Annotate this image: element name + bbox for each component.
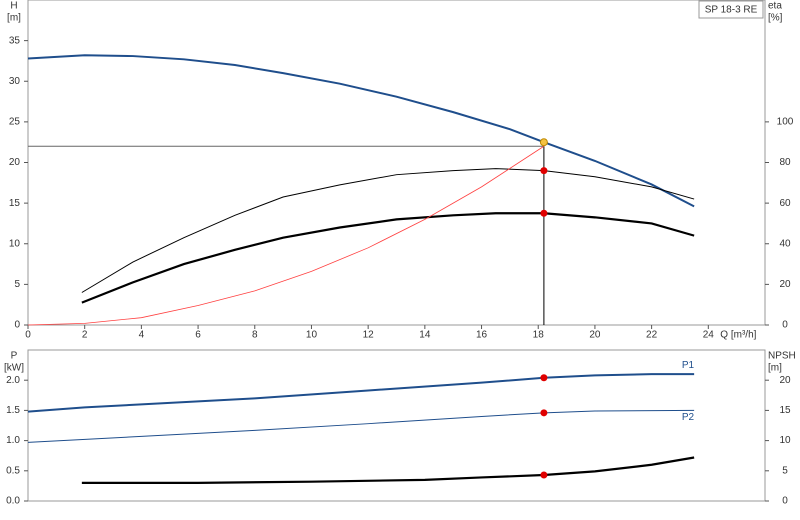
x-tick-label: 22 xyxy=(646,330,658,341)
series-line xyxy=(27,54,695,208)
y-tick-label: 15 xyxy=(9,198,21,209)
y2-tick-label: 10 xyxy=(779,435,791,446)
series-line xyxy=(27,373,695,413)
point-marker xyxy=(540,471,548,479)
y2-tick-label: 40 xyxy=(779,238,791,249)
x-tick-label: 8 xyxy=(252,330,258,341)
point-marker xyxy=(540,167,548,175)
x-tick-label: 4 xyxy=(139,330,145,341)
y-tick-label: 5 xyxy=(14,279,20,290)
y2-tick-label: 15 xyxy=(779,405,791,416)
plot-frame xyxy=(27,349,766,502)
legend-box xyxy=(698,0,764,19)
y2-tick-label: 0 xyxy=(782,496,788,507)
series-line xyxy=(81,212,695,304)
y2-tick-label: 60 xyxy=(779,198,791,209)
x-tick-label: 20 xyxy=(589,330,601,341)
y-tick-label: 25 xyxy=(9,117,21,128)
y2-axis-unit: [%] xyxy=(768,13,783,24)
y-tick-label: 0 xyxy=(14,320,20,331)
x-tick-label: 0 xyxy=(25,330,31,341)
y-tick-label: 0.5 xyxy=(6,465,20,476)
y-tick-label: 30 xyxy=(9,76,21,87)
y2-axis-label: eta xyxy=(768,1,782,12)
point-marker xyxy=(539,138,548,147)
y-tick-label: 1.0 xyxy=(6,435,20,446)
x-tick-label: 24 xyxy=(703,330,715,341)
y-axis-label: H xyxy=(10,1,17,12)
y-axis-unit: [kW] xyxy=(4,363,24,374)
point-marker xyxy=(540,409,548,417)
y2-tick-label: 20 xyxy=(779,279,791,290)
y2-tick-label: 100 xyxy=(777,117,794,128)
y-tick-label: 10 xyxy=(9,238,21,249)
y-axis-unit: [m] xyxy=(7,13,21,24)
series-label: P2 xyxy=(682,412,695,423)
x-tick-label: 12 xyxy=(363,330,375,341)
series-line xyxy=(27,145,545,326)
series-label: P1 xyxy=(682,360,695,371)
point-marker xyxy=(540,209,548,217)
x-tick-label: 18 xyxy=(533,330,545,341)
y-tick-label: 2.0 xyxy=(6,375,20,386)
point-marker xyxy=(540,374,548,382)
x-tick-label: 10 xyxy=(306,330,318,341)
y2-tick-label: 5 xyxy=(782,465,788,476)
series-line xyxy=(81,456,695,484)
series-line xyxy=(81,168,695,293)
series-line xyxy=(27,409,695,443)
y2-axis-label: NPSH xyxy=(768,351,796,362)
y2-tick-label: 0 xyxy=(782,320,788,331)
y-tick-label: 20 xyxy=(9,157,21,168)
y2-tick-label: 20 xyxy=(779,375,791,386)
y-tick-label: 35 xyxy=(9,35,21,46)
y-tick-label: 1.5 xyxy=(6,405,20,416)
x-tick-label: 2 xyxy=(82,330,88,341)
y-axis-label: P xyxy=(11,351,18,362)
y2-tick-label: 80 xyxy=(779,157,791,168)
x-tick-label: 16 xyxy=(476,330,488,341)
x-tick-label: 6 xyxy=(195,330,201,341)
x-tick-label: 14 xyxy=(419,330,431,341)
y2-axis-unit: [m] xyxy=(768,363,782,374)
legend-text: SP 18-3 RE xyxy=(705,5,758,16)
y-tick-label: 0.0 xyxy=(6,496,20,507)
x-axis-label: Q [m³/h] xyxy=(720,330,756,341)
plot-frame xyxy=(27,0,766,326)
